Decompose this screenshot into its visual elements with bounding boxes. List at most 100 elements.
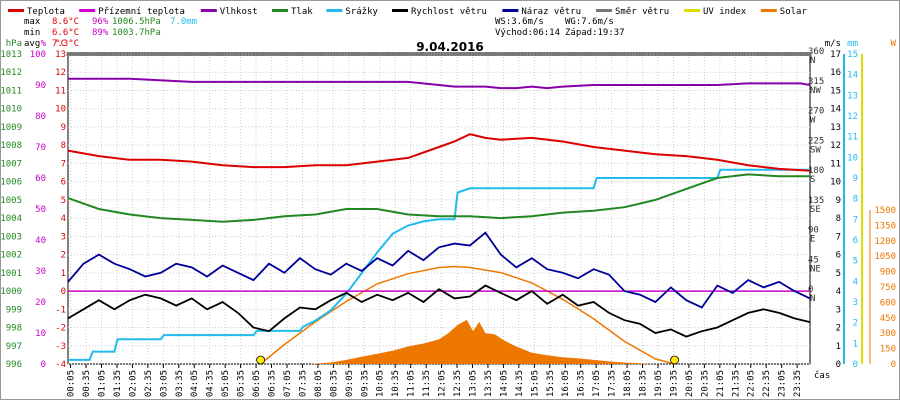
- wind-direction-mark: [109, 52, 113, 56]
- wind-direction-mark: [344, 52, 348, 56]
- wind-direction-mark: [666, 52, 670, 56]
- wind-direction-mark: [134, 52, 138, 56]
- wind-direction-mark: [146, 52, 150, 56]
- rain-unit: mm: [847, 39, 858, 49]
- wind-direction-mark: [323, 52, 327, 56]
- wind-direction-mark: [329, 52, 333, 56]
- x-tick-label: 07:35: [298, 370, 308, 397]
- x-tick-label: 06:05: [252, 370, 262, 397]
- wind-direction-mark: [768, 52, 772, 56]
- wind-direction-mark: [190, 52, 194, 56]
- wind-direction-mark: [709, 52, 713, 56]
- wind-direction-mark: [183, 52, 187, 56]
- wind-direction-mark: [276, 52, 280, 56]
- wind-direction-mark: [168, 52, 172, 56]
- wind-direction-mark: [517, 52, 521, 56]
- x-axis-label: čas: [814, 370, 830, 381]
- humidity-tick: 60: [35, 174, 46, 184]
- wind-direction-mark: [162, 52, 166, 56]
- x-tick-label: 14:35: [515, 370, 525, 397]
- wind-direction-mark: [644, 52, 648, 56]
- wind-direction-mark: [749, 52, 753, 56]
- wind-direction-mark: [360, 52, 364, 56]
- direction-label: N: [810, 294, 815, 304]
- x-tick-label: 08:05: [314, 370, 324, 397]
- legend-label-1: Přízemní teplota: [98, 7, 185, 17]
- wind-direction-mark: [282, 52, 286, 56]
- sun-marker-0: [256, 355, 266, 365]
- humidity-tick: 70: [35, 143, 46, 153]
- wind-direction-mark: [789, 52, 793, 56]
- plot-area: [67, 53, 811, 365]
- wind-direction-mark: [493, 52, 497, 56]
- wind-direction-mark: [221, 52, 225, 56]
- rain-tick: 8: [853, 195, 858, 205]
- wind-direction-mark: [187, 52, 191, 56]
- humidity-tick: 90: [35, 81, 46, 91]
- wind-direction-mark: [669, 52, 673, 56]
- legend-swatch-4: [326, 9, 343, 12]
- pressure-tick: 999: [6, 305, 22, 315]
- wind-unit: m/s: [825, 39, 841, 49]
- wind-direction-mark: [619, 52, 623, 56]
- humidity-tick: 30: [35, 267, 46, 277]
- wind-direction-mark: [712, 52, 716, 56]
- wind-direction-mark: [320, 52, 324, 56]
- x-tick-label: 00:35: [82, 370, 92, 397]
- solar-tick: 1050: [874, 252, 896, 262]
- legend-label-5: Rychlost větru: [411, 7, 487, 17]
- pressure-tick: 998: [6, 324, 22, 334]
- wind-tick: 4: [836, 287, 841, 297]
- wind-direction-mark: [94, 52, 98, 56]
- direction-label: E: [810, 235, 815, 245]
- wind-direction-mark: [174, 52, 178, 56]
- wind-direction-mark: [623, 52, 626, 56]
- pressure-tick: 1013: [0, 50, 22, 60]
- humidity-tick: 80: [35, 112, 46, 122]
- wind-direction-mark: [548, 52, 552, 56]
- wind-direction-mark: [149, 52, 153, 56]
- wind-direction-mark: [588, 52, 592, 56]
- wind-direction-mark: [734, 52, 738, 56]
- rain-tick: 10: [847, 153, 858, 163]
- wind-direction-mark: [140, 52, 144, 56]
- direction-label: NE: [810, 264, 821, 274]
- wind-direction-mark: [273, 52, 277, 56]
- wind-direction-mark: [286, 52, 290, 56]
- x-tick-label: 10:05: [376, 370, 386, 397]
- temperature-line: [67, 133, 811, 172]
- wind-direction-mark: [514, 52, 518, 56]
- wind-direction-mark: [233, 52, 237, 56]
- wind-direction-mark: [384, 52, 388, 56]
- rain-tick: 4: [853, 277, 858, 287]
- direction-tick: 90: [808, 226, 819, 236]
- x-tick-label: 02:05: [128, 370, 138, 397]
- solar-tick: 300: [880, 329, 896, 339]
- stats-max-0: 8.6°C: [52, 17, 79, 27]
- wind-direction-mark: [357, 52, 361, 56]
- wind-direction-mark: [128, 52, 132, 56]
- wind-direction-mark: [558, 52, 562, 56]
- wind-direction-mark: [759, 52, 763, 56]
- wind-direction-mark: [539, 52, 543, 56]
- wind-direction-mark: [638, 52, 642, 56]
- direction-label: SW: [810, 145, 821, 155]
- wind-direction-mark: [691, 52, 695, 56]
- pressure-tick: 1008: [0, 141, 22, 151]
- x-tick-label: 20:35: [700, 370, 710, 397]
- x-tick-label: 12:35: [453, 370, 463, 397]
- x-tick-label: 11:05: [407, 370, 417, 397]
- x-tick-label: 11:35: [422, 370, 432, 397]
- wind-direction-mark: [326, 52, 330, 56]
- wind-direction-mark: [459, 52, 463, 56]
- wind-direction-mark: [721, 52, 725, 56]
- wind-direction-mark: [97, 52, 101, 56]
- wind-tick: 0: [836, 360, 841, 370]
- wind-tick: 9: [836, 196, 841, 206]
- pressure-tick: 1003: [0, 232, 22, 242]
- wind-tick: 3: [836, 305, 841, 315]
- x-tick-label: 00:05: [67, 370, 77, 397]
- solar-tick: 1350: [874, 221, 896, 231]
- solar-tick: 900: [880, 268, 896, 278]
